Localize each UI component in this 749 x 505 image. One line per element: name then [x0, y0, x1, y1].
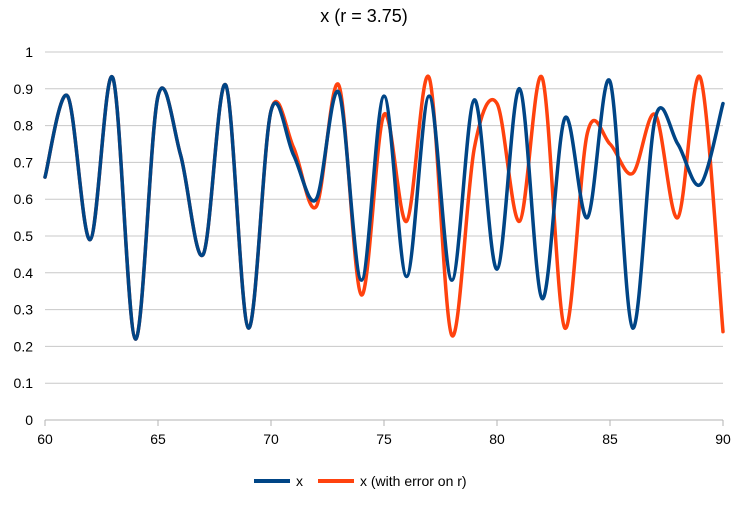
y-tick-label: 0.2	[14, 338, 34, 354]
legend-label: x (with error on r)	[360, 473, 467, 489]
y-tick-label: 0.8	[14, 118, 34, 134]
x-tick-label: 85	[602, 431, 618, 447]
axes: 0 0.1 0.2 0.3 0.4 0.5 0.6 0.7 0.8 0.9 1 60 65 70 75 80 8…	[14, 44, 731, 447]
legend-label: x	[296, 473, 303, 489]
x-tick-label: 65	[150, 431, 166, 447]
y-tick-label: 0.3	[14, 302, 34, 318]
x-tick-label: 90	[715, 431, 731, 447]
y-tick-label: 0.9	[14, 81, 34, 97]
y-tick-label: 0.6	[14, 191, 34, 207]
chart-title: x (r = 3.75)	[320, 6, 408, 26]
x-tick-label: 70	[263, 431, 279, 447]
y-tick-label: 1	[25, 44, 33, 60]
y-tick-label: 0.7	[14, 154, 34, 170]
x-tick-label: 60	[37, 431, 53, 447]
x-tick-label: 80	[489, 431, 505, 447]
legend: x x (with error on r)	[254, 473, 467, 489]
y-tick-label: 0.4	[14, 265, 34, 281]
x-tick-label: 75	[376, 431, 392, 447]
series-line-x	[43, 75, 725, 341]
series-lines	[43, 74, 725, 341]
y-tick-label: 0.5	[14, 228, 34, 244]
y-tick-label: 0.1	[14, 375, 34, 391]
y-tick-label: 0	[25, 412, 33, 428]
